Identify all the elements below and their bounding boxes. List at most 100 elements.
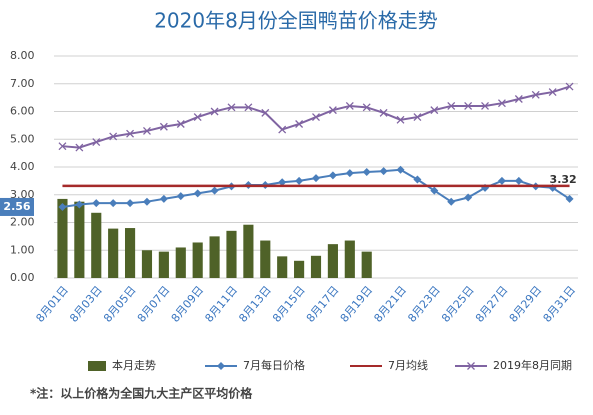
marker (312, 174, 320, 183)
bar (175, 247, 186, 278)
marker (295, 120, 304, 128)
value-label-box (0, 197, 34, 216)
x-tick-label: 8月11日 (202, 284, 240, 325)
marker (548, 88, 557, 97)
legend-label: 2019年8月同期 (493, 358, 572, 372)
bar (108, 228, 119, 278)
marker (159, 122, 168, 131)
bar (327, 244, 338, 278)
bar (57, 198, 68, 278)
marker (379, 108, 388, 117)
marker (565, 82, 574, 91)
y-tick-label: 2.00 (10, 216, 35, 229)
x-tick-label: 8月23日 (405, 284, 443, 325)
y-tick-label: 5.00 (10, 132, 35, 145)
y-tick-label: 3.00 (10, 188, 35, 201)
marker (210, 107, 219, 116)
marker (379, 167, 388, 176)
marker (244, 103, 253, 112)
marker (447, 197, 456, 206)
x-tick-label: 8月25日 (439, 284, 477, 325)
marker (514, 95, 523, 103)
marker (497, 176, 506, 185)
marker (261, 108, 270, 117)
marker (345, 101, 354, 110)
y-tick-label: 8.00 (10, 49, 35, 62)
marker (109, 199, 118, 208)
bar (260, 240, 271, 278)
marker (328, 106, 337, 115)
legend-label: 7月每日价格 (243, 358, 305, 372)
bar (294, 260, 305, 278)
marker (210, 186, 219, 195)
marker (413, 175, 422, 184)
marker (159, 194, 168, 203)
marker (430, 186, 439, 195)
marker (227, 103, 236, 112)
bar (226, 230, 237, 278)
marker (278, 178, 287, 187)
marker (413, 113, 422, 122)
marker (481, 101, 489, 110)
marker (430, 106, 439, 115)
chart-title: 2020年8月份全国鸭苗价格走势 (154, 9, 438, 33)
marker (142, 197, 151, 206)
bar (310, 255, 322, 278)
marker (464, 101, 473, 110)
footnote: *注：以上价格为全国九大主产区平均价格 (30, 386, 253, 401)
x-tick-label: 8月21日 (372, 284, 410, 325)
bar (344, 240, 355, 278)
marker (75, 200, 84, 209)
x-tick-label: 8月29日 (507, 284, 545, 325)
legend-label: 本月走势 (112, 358, 156, 372)
bar (243, 224, 254, 278)
x-tick-label: 8月05日 (101, 284, 139, 325)
marker (193, 113, 202, 122)
x-tick-label: 8月13日 (236, 284, 274, 325)
bar (124, 228, 136, 278)
marker (58, 202, 67, 211)
value-label: 2.56 (3, 200, 30, 213)
marker (75, 143, 84, 152)
marker (396, 115, 405, 124)
marker (362, 167, 371, 176)
marker (362, 103, 371, 112)
bar (141, 250, 153, 278)
bar (209, 236, 220, 278)
marker (126, 129, 135, 138)
value-label: 3.32 (550, 173, 577, 186)
x-tick-label: 8月15日 (270, 284, 308, 325)
bar (192, 242, 203, 278)
marker (143, 126, 151, 135)
marker (193, 189, 202, 198)
x-tick-label: 8月07日 (135, 284, 173, 325)
y-tick-label: 4.00 (10, 160, 35, 173)
marker (312, 113, 320, 122)
marker (345, 169, 354, 178)
marker (126, 199, 135, 208)
bar (74, 201, 85, 278)
x-tick-label: 8月01日 (33, 284, 71, 325)
x-tick-label: 8月27日 (473, 284, 511, 325)
marker (295, 176, 304, 185)
marker (92, 138, 101, 146)
marker (58, 142, 67, 151)
marker (464, 193, 473, 202)
x-tick-label: 8月31日 (541, 284, 579, 325)
y-tick-label: 6.00 (10, 105, 35, 118)
bar (361, 251, 372, 278)
marker (217, 362, 225, 370)
marker (176, 192, 185, 201)
marker (467, 362, 475, 370)
bar (91, 212, 102, 278)
x-tick-label: 8月17日 (304, 284, 342, 325)
marker (531, 90, 540, 99)
marker (92, 199, 101, 208)
marker (447, 101, 456, 110)
legend-swatch (88, 361, 106, 371)
marker (565, 194, 574, 203)
marker (176, 120, 185, 128)
x-tick-label: 8月09日 (169, 284, 207, 325)
y-tick-label: 1.00 (10, 243, 35, 256)
